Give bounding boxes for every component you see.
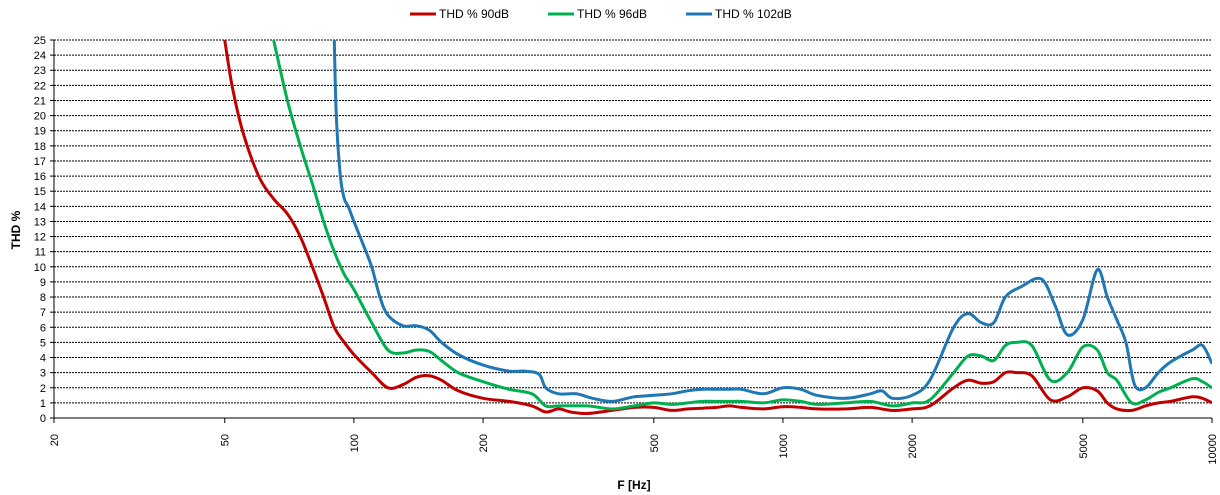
series-line-1 bbox=[223, 40, 1212, 416]
y-axis-title: THD % bbox=[9, 210, 23, 249]
series-line-3 bbox=[332, 40, 1212, 403]
x-tick-label: 1000 bbox=[778, 434, 790, 458]
x-tick-label: 50 bbox=[220, 434, 232, 446]
x-tick-label: 10000 bbox=[1207, 434, 1219, 465]
y-tick-label: 6 bbox=[40, 322, 46, 334]
x-axis-title: F [Hz] bbox=[617, 478, 650, 492]
y-tick-label: 22 bbox=[34, 80, 46, 92]
grid-lines bbox=[54, 39, 1212, 404]
series-layer bbox=[223, 40, 1212, 416]
y-tick-label: 19 bbox=[34, 126, 46, 138]
legend-label: THD % 102dB bbox=[715, 7, 792, 21]
y-tick-label: 12 bbox=[34, 232, 46, 244]
y-tick-label: 14 bbox=[34, 201, 46, 213]
y-tick-label: 4 bbox=[40, 353, 46, 365]
y-tick-label: 20 bbox=[34, 111, 46, 123]
axes: 0123456789101112131415161718192021222324… bbox=[34, 35, 1219, 465]
y-tick-label: 18 bbox=[34, 141, 46, 153]
y-tick-label: 1 bbox=[40, 398, 46, 410]
y-tick-label: 9 bbox=[40, 277, 46, 289]
y-tick-label: 0 bbox=[40, 413, 46, 425]
y-tick-label: 10 bbox=[34, 262, 46, 274]
x-tick-label: 500 bbox=[649, 434, 661, 452]
chart-legend: THD % 90dB THD % 96dB THD % 102dB bbox=[410, 7, 792, 21]
y-tick-label: 11 bbox=[35, 247, 46, 259]
y-tick-label: 8 bbox=[40, 292, 46, 304]
x-tick-label: 20 bbox=[49, 434, 61, 446]
x-tick-label: 100 bbox=[349, 434, 361, 452]
y-tick-label: 2 bbox=[40, 383, 46, 395]
y-tick-label: 13 bbox=[34, 216, 46, 228]
y-tick-label: 23 bbox=[34, 65, 46, 77]
y-tick-label: 17 bbox=[34, 156, 46, 168]
x-tick-label: 5000 bbox=[1078, 434, 1090, 458]
y-tick-label: 21 bbox=[34, 95, 46, 107]
y-tick-label: 16 bbox=[34, 171, 46, 183]
y-tick-label: 5 bbox=[40, 337, 46, 349]
series-line-2 bbox=[272, 40, 1212, 411]
legend-label: THD % 90dB bbox=[439, 7, 509, 21]
y-tick-label: 3 bbox=[40, 368, 46, 380]
y-tick-label: 24 bbox=[34, 50, 46, 62]
x-tick-label: 2000 bbox=[907, 434, 919, 458]
y-tick-label: 15 bbox=[34, 186, 46, 198]
legend-label: THD % 96dB bbox=[577, 7, 647, 21]
y-tick-label: 25 bbox=[34, 35, 46, 47]
x-tick-label: 200 bbox=[478, 434, 490, 452]
y-tick-label: 7 bbox=[40, 307, 46, 319]
